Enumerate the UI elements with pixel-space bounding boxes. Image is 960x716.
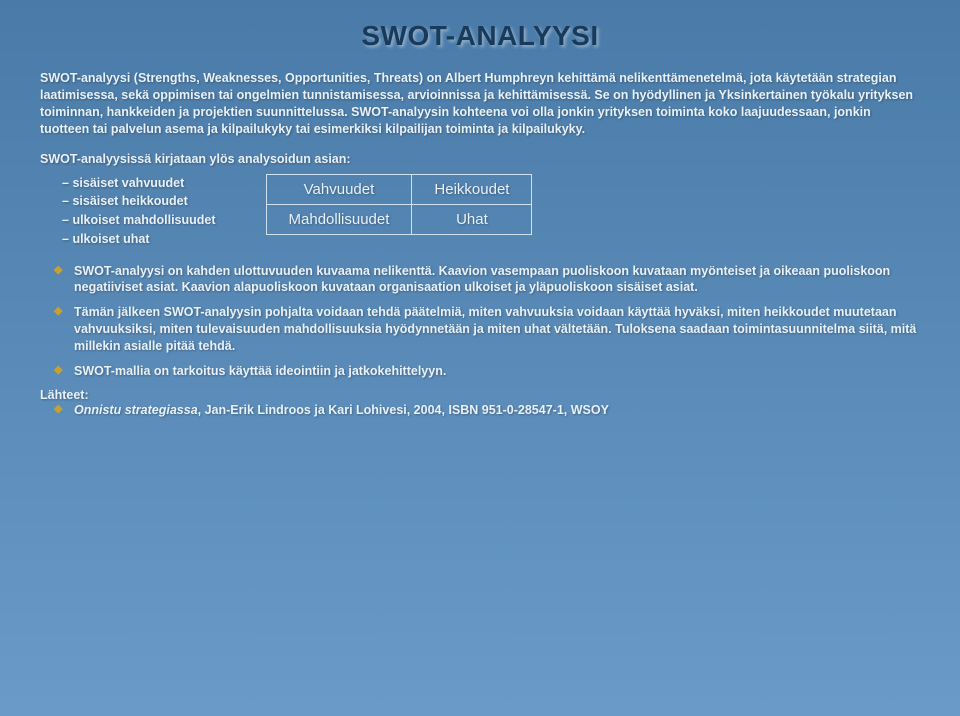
grid-cell-weaknesses: Heikkoudet	[412, 174, 532, 204]
subheading: SWOT-analyysissä kirjataan ylös analysoi…	[40, 152, 920, 166]
list-item: SWOT-mallia on tarkoitus käyttää ideoint…	[58, 363, 920, 380]
list-item: sisäiset heikkoudet	[76, 192, 216, 211]
intro-paragraph: SWOT-analyysi (Strengths, Weaknesses, Op…	[40, 70, 920, 138]
source-item: Onnistu strategiassa, Jan-Erik Lindroos …	[40, 402, 920, 419]
list-grid-row: sisäiset vahvuudet sisäiset heikkoudet u…	[40, 174, 920, 249]
list-item: Tämän jälkeen SWOT-analyysin pohjalta vo…	[58, 304, 920, 355]
grid-cell-opportunities: Mahdollisuudet	[266, 204, 412, 234]
dash-list: sisäiset vahvuudet sisäiset heikkoudet u…	[40, 174, 216, 249]
list-item: ulkoiset mahdollisuudet	[76, 211, 216, 230]
source-title: Onnistu strategiassa	[74, 403, 198, 417]
list-item: ulkoiset uhat	[76, 230, 216, 249]
list-item: SWOT-analyysi on kahden ulottuvuuden kuv…	[58, 263, 920, 297]
source-details: , Jan-Erik Lindroos ja Kari Lohivesi, 20…	[198, 403, 609, 417]
sources-label: Lähteet:	[40, 388, 920, 402]
grid-cell-strengths: Vahvuudet	[266, 174, 412, 204]
page-title: SWOT-ANALYYSI	[40, 20, 920, 52]
list-item: sisäiset vahvuudet	[76, 174, 216, 193]
grid-cell-threats: Uhat	[412, 204, 532, 234]
bullet-list: SWOT-analyysi on kahden ulottuvuuden kuv…	[40, 263, 920, 380]
swot-grid: Vahvuudet Heikkoudet Mahdollisuudet Uhat	[266, 174, 533, 235]
